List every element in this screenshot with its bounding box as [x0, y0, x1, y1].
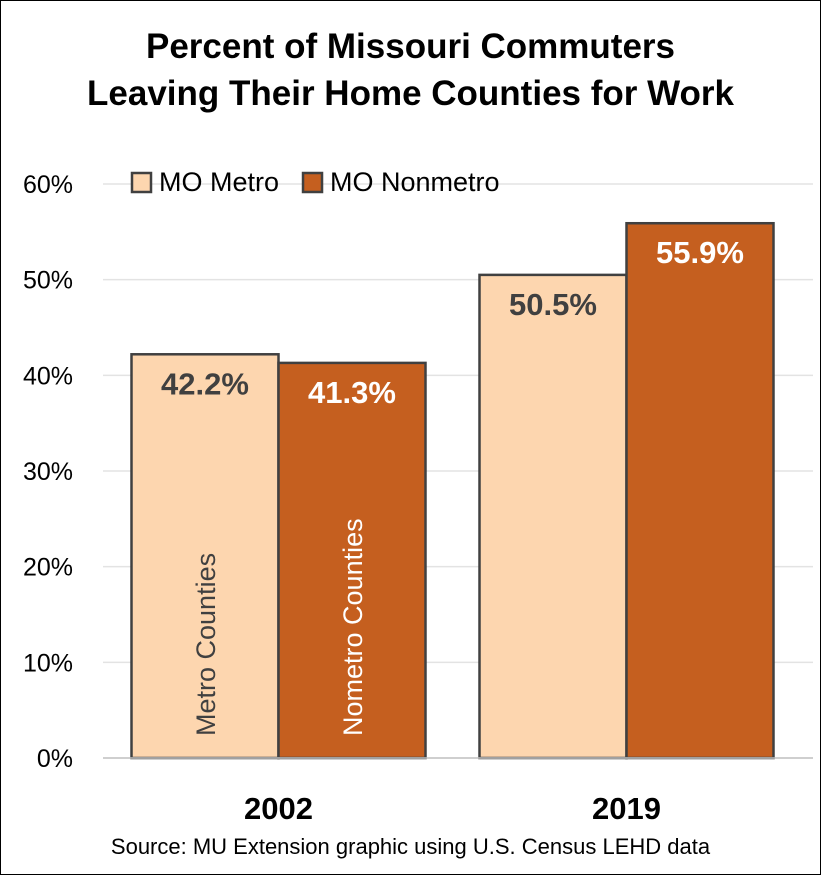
data-label: 50.5% — [509, 287, 597, 322]
x-category-label: 2002 — [244, 791, 313, 826]
bar-mo-metro-2019 — [478, 273, 628, 760]
source-note: Source: MU Extension graphic using U.S. … — [110, 834, 711, 859]
data-label: 42.2% — [161, 366, 249, 401]
y-tick-label: 30% — [23, 458, 73, 486]
y-tick-label: 50% — [23, 267, 73, 295]
y-tick-label: 10% — [23, 649, 73, 677]
bar-mo-nonmetro-2002 — [277, 361, 427, 760]
x-category-label: 2019 — [592, 791, 661, 826]
y-tick-label: 0% — [37, 745, 73, 773]
bar-inside-label: Nometro Counties — [338, 518, 368, 736]
bar-mo-nonmetro-2019 — [625, 221, 775, 760]
y-tick-label: 40% — [23, 362, 73, 390]
bar-mo-metro-2002 — [130, 353, 280, 760]
y-tick-label: 20% — [23, 554, 73, 582]
data-label: 41.3% — [308, 375, 396, 410]
legend-swatch-mo-metro — [130, 171, 153, 194]
legend-label: MO Nonmetro — [330, 167, 500, 197]
title-line-2: Leaving Their Home Counties for Work — [87, 74, 734, 113]
chart-title: Percent of Missouri Commuters Leaving Th… — [1, 23, 820, 117]
bar-inside-label: Metro Counties — [191, 553, 221, 736]
y-tick-label: 60% — [23, 171, 73, 199]
title-line-1: Percent of Missouri Commuters — [146, 27, 675, 66]
data-label: 55.9% — [656, 235, 744, 270]
legend-swatch-mo-nonmetro — [301, 171, 324, 194]
legend-label: MO Metro — [159, 167, 279, 197]
